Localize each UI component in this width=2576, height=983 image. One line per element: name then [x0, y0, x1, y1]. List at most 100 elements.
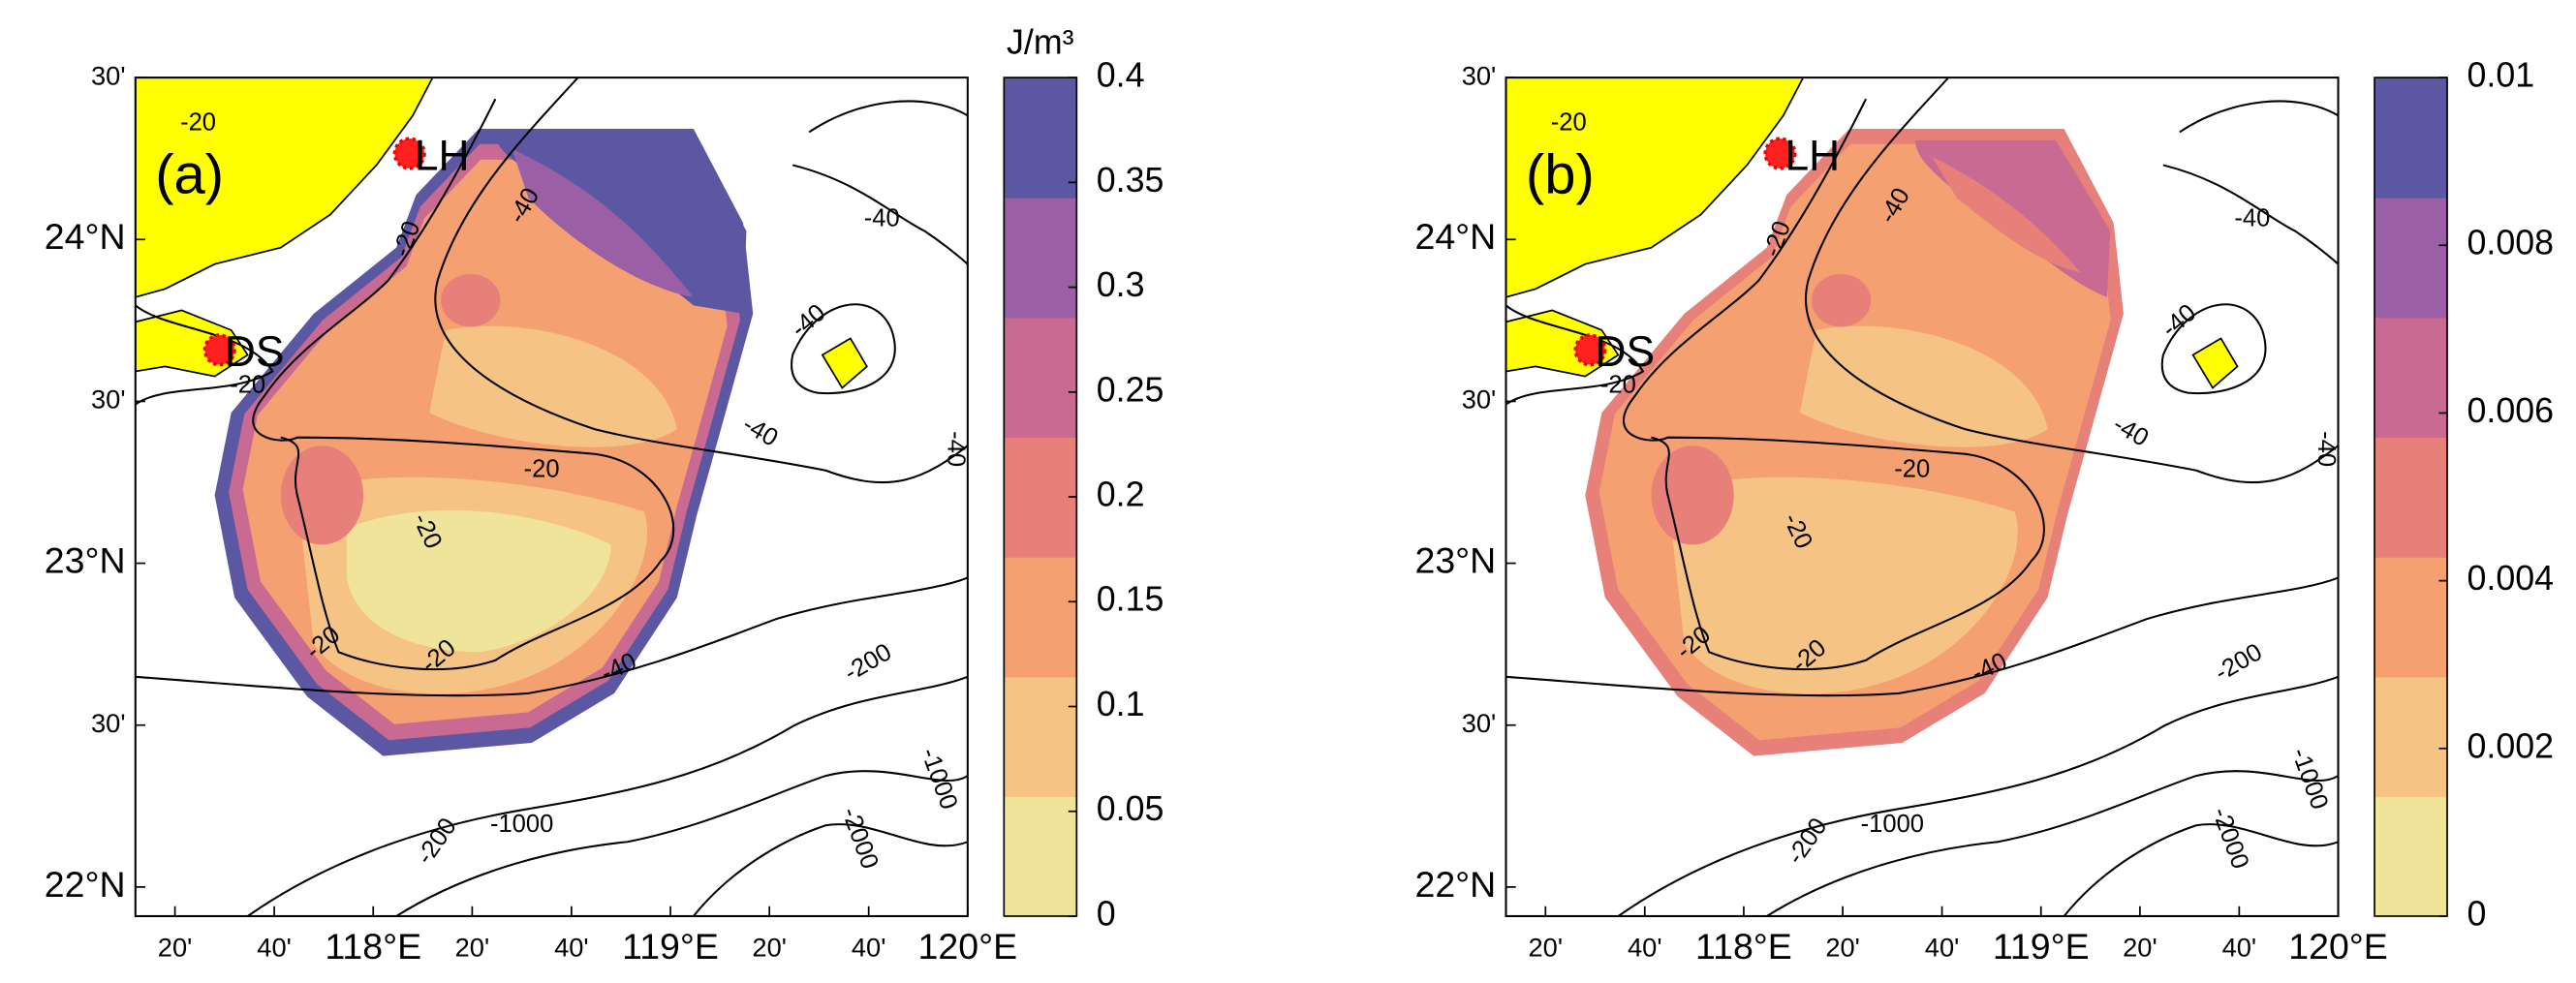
colorbar-tick-label: 0.4 — [1097, 56, 1145, 95]
contour-label: -1000 — [490, 811, 553, 838]
contour-line — [252, 98, 675, 671]
field — [346, 509, 611, 653]
contour-line — [135, 304, 274, 406]
colorbar-band — [2374, 796, 2448, 917]
x-tick-label: 40' — [2222, 932, 2257, 962]
contour-label: -40 — [738, 411, 783, 452]
panel-label: (a) — [155, 143, 224, 205]
map-area — [1505, 77, 2339, 916]
y-tick-label: 30' — [91, 384, 126, 415]
colorbar-tick-label: 0.2 — [1097, 475, 1145, 513]
colorbar-band — [2374, 437, 2448, 558]
x-tick-label: 120°E — [2288, 926, 2388, 967]
colorbar-band — [1004, 796, 1077, 917]
contour-label: -200 — [840, 638, 896, 687]
contour-line — [791, 100, 968, 265]
contour-label: -40 — [942, 431, 969, 467]
field — [441, 273, 501, 327]
land — [821, 337, 868, 389]
contour-label: -200 — [412, 814, 462, 870]
contour-label: -40 — [2312, 431, 2340, 467]
land — [2191, 337, 2239, 389]
station-marker — [392, 137, 426, 170]
colorbar-frame — [2374, 77, 2448, 917]
contour-line — [2160, 303, 2267, 395]
y-tick-label: 30' — [1462, 384, 1497, 415]
contour-line — [791, 303, 896, 395]
contour-label: -20 — [1600, 372, 1636, 399]
colorbar-tick-label: 0 — [1097, 894, 1116, 933]
x-tick-label: 20' — [2123, 932, 2157, 962]
contour-label: -1000 — [1861, 811, 1924, 838]
x-tick-label: 119°E — [1993, 926, 2090, 967]
colorbar-tick-label: 0.05 — [1097, 789, 1164, 828]
contour-line — [1805, 77, 2339, 484]
x-tick-label: 118°E — [325, 926, 421, 967]
colorbar-tick-label: 0.15 — [1097, 580, 1164, 619]
contour-label: -40 — [786, 299, 830, 343]
colorbar-band — [2374, 556, 2448, 678]
field — [1932, 156, 2081, 273]
colorbar-band — [1004, 317, 1077, 439]
contour-label: -40 — [2157, 299, 2201, 343]
contour-line — [2162, 100, 2339, 265]
x-tick-label: 20' — [1825, 932, 1860, 962]
colorbar-tick-label: 0.006 — [2467, 391, 2554, 430]
colorbar-band — [1004, 556, 1077, 678]
contour-label: -2000 — [836, 804, 884, 873]
contour-label: -40 — [2234, 204, 2270, 231]
contour-line — [1622, 98, 2045, 671]
contour-label: -20 — [1894, 456, 1930, 483]
x-tick-label: 40' — [1628, 932, 1662, 962]
contour-label: -20 — [524, 456, 560, 483]
contour-label: -200 — [2210, 638, 2266, 687]
panel-label: (b) — [1526, 143, 1595, 205]
y-tick-label: 30' — [91, 708, 126, 738]
contour-label: -20 — [180, 109, 216, 137]
station-marker — [1763, 137, 1797, 170]
x-tick-label: 40' — [257, 932, 292, 962]
contour-line — [1505, 304, 1645, 406]
colorbar-band — [2374, 676, 2448, 798]
y-tick-label: 23°N — [45, 539, 126, 580]
colorbar-unit: J/m³ — [1007, 22, 1074, 61]
colorbar-tick-label: 0.3 — [1097, 265, 1145, 304]
x-tick-label: 119°E — [622, 926, 719, 967]
y-tick-label: 23°N — [1414, 539, 1496, 580]
contour-line — [395, 770, 968, 916]
axes-frame — [1505, 77, 2340, 917]
y-tick-label: 30' — [91, 60, 126, 90]
colorbar-band — [2374, 317, 2448, 439]
colorbar-tick-label: 0.01 — [2467, 56, 2534, 95]
field — [1811, 273, 1872, 327]
contour-line — [1505, 576, 2339, 697]
axes-frame — [134, 77, 969, 917]
colorbar-tick-label: 0.25 — [1097, 370, 1164, 409]
field — [512, 148, 694, 297]
colorbar-band — [1004, 676, 1077, 798]
contour-label: -40 — [864, 204, 900, 231]
x-tick-label: 40' — [1925, 932, 1960, 962]
colorbar-tick-label: 0.008 — [2467, 224, 2554, 262]
contour-line — [2063, 823, 2339, 916]
colorbar-band — [1004, 197, 1077, 319]
contour-line — [1617, 675, 2339, 916]
colorbar-tick-label: 0 — [2467, 894, 2486, 933]
x-tick-label: 40' — [554, 932, 589, 962]
station-marker — [1573, 333, 1607, 367]
map-area — [135, 77, 968, 916]
station-marker — [202, 333, 236, 367]
colorbar-band — [2374, 77, 2448, 199]
x-tick-label: 20' — [752, 932, 787, 962]
x-tick-label: 20' — [455, 932, 490, 962]
map-panel: -20-20-40-20-40-20-20-20 -20 -40-40-40-40-… — [1414, 56, 2554, 967]
contour-line — [247, 675, 968, 916]
field — [429, 325, 677, 447]
field — [280, 445, 364, 545]
contour-line — [135, 576, 968, 697]
contour-label: -200 — [1782, 814, 1832, 870]
x-tick-label: 118°E — [1695, 926, 1792, 967]
field — [1717, 509, 1982, 653]
land — [1505, 77, 1805, 298]
